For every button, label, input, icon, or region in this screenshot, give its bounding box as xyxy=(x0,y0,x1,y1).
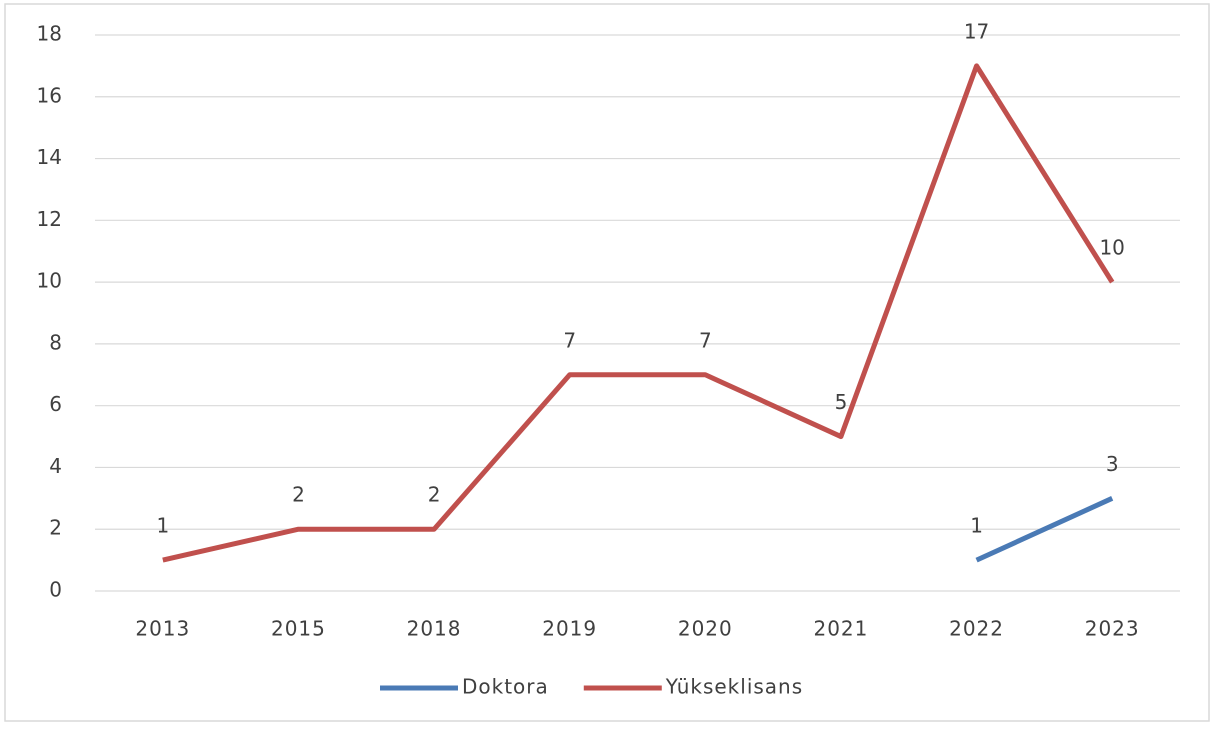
x-tick-label: 2013 xyxy=(135,617,190,641)
x-tick-label: 2018 xyxy=(407,617,462,641)
data-label: 7 xyxy=(699,328,712,352)
y-tick-label: 16 xyxy=(37,83,62,107)
y-tick-label: 6 xyxy=(49,392,62,416)
data-label: 5 xyxy=(835,390,848,414)
x-tick-label: 2023 xyxy=(1085,617,1140,641)
y-tick-label: 0 xyxy=(49,578,62,602)
y-tick-label: 4 xyxy=(49,454,62,478)
data-label: 2 xyxy=(428,483,441,507)
y-tick-label: 10 xyxy=(37,269,62,293)
x-tick-label: 2021 xyxy=(813,617,868,641)
legend-label: Doktora xyxy=(462,675,549,699)
y-tick-label: 18 xyxy=(37,22,62,46)
data-label: 10 xyxy=(1099,236,1124,260)
x-tick-label: 2022 xyxy=(949,617,1004,641)
data-label: 2 xyxy=(292,483,305,507)
data-label: 17 xyxy=(964,19,989,43)
series-line xyxy=(162,63,1115,563)
y-tick-label: 14 xyxy=(37,145,62,169)
y-tick-label: 12 xyxy=(37,207,62,231)
data-label: 1 xyxy=(156,514,169,538)
x-tick-label: 2015 xyxy=(271,617,326,641)
x-tick-label: 2020 xyxy=(678,617,733,641)
data-label: 3 xyxy=(1106,452,1119,476)
y-tick-label: 8 xyxy=(49,330,62,354)
x-tick-label: 2019 xyxy=(542,617,597,641)
legend-label: Yükseklisans xyxy=(665,675,803,699)
y-tick-label: 2 xyxy=(49,516,62,540)
chart-frame xyxy=(4,3,1210,722)
data-label: 7 xyxy=(563,328,576,352)
data-label: 1 xyxy=(970,514,983,538)
series-line xyxy=(975,496,1114,563)
